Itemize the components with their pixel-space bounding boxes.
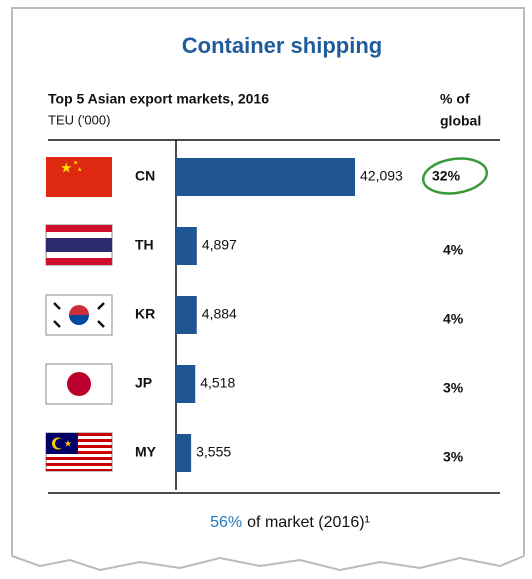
share-label: 32% bbox=[432, 168, 461, 184]
flag bbox=[45, 294, 113, 336]
bar bbox=[176, 158, 355, 196]
share-header: % of bbox=[440, 91, 470, 107]
svg-text:★: ★ bbox=[73, 160, 78, 167]
highlight-circle bbox=[421, 157, 489, 195]
value-label: 4,884 bbox=[202, 306, 237, 322]
flag: ★ bbox=[45, 432, 113, 472]
bar bbox=[176, 296, 197, 334]
svg-text:★: ★ bbox=[64, 438, 72, 448]
category-label: CN bbox=[135, 168, 155, 184]
subtitle: Top 5 Asian export markets, 2016 bbox=[48, 91, 269, 107]
category-label: KR bbox=[135, 306, 155, 322]
category-label: JP bbox=[135, 375, 152, 391]
flag bbox=[45, 224, 113, 266]
share-label: 3% bbox=[443, 449, 464, 465]
flag: ★ ★ ★ bbox=[46, 157, 112, 197]
chart-title: Container shipping bbox=[182, 33, 382, 58]
value-label: 4,897 bbox=[202, 237, 237, 253]
svg-text:★: ★ bbox=[77, 167, 82, 174]
share-header: global bbox=[440, 113, 481, 129]
footer-text: of market (2016)¹ bbox=[247, 514, 370, 531]
unit-label: TEU ('000) bbox=[48, 112, 110, 127]
share-label: 4% bbox=[443, 311, 464, 327]
bar bbox=[176, 227, 197, 265]
value-label: 3,555 bbox=[196, 444, 231, 460]
share-label: 3% bbox=[443, 380, 464, 396]
bar bbox=[176, 434, 192, 472]
frame bbox=[11, 7, 525, 556]
svg-text:★: ★ bbox=[60, 160, 73, 176]
torn-edge bbox=[11, 555, 525, 572]
share-label: 4% bbox=[443, 242, 464, 258]
flag bbox=[45, 363, 113, 405]
footer: 56% of market (2016)¹ bbox=[210, 514, 370, 531]
value-label: 42,093 bbox=[360, 168, 403, 184]
footer-highlight: 56% bbox=[210, 514, 242, 531]
category-label: TH bbox=[135, 237, 154, 253]
bar bbox=[176, 365, 196, 403]
category-label: MY bbox=[135, 444, 157, 460]
value-label: 4,518 bbox=[200, 375, 235, 391]
